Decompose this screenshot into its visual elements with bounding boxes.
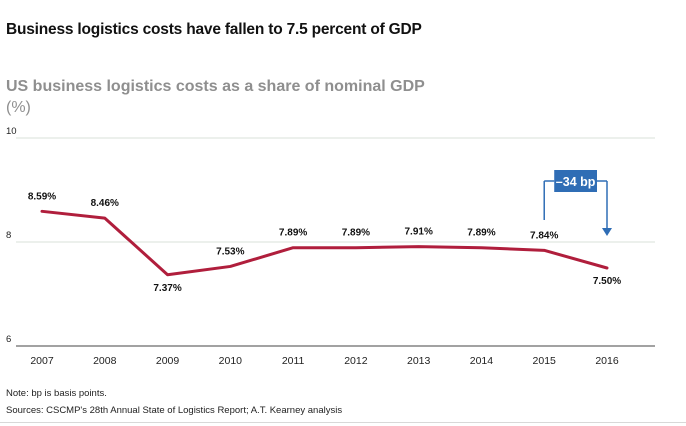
y-tick-label: 8	[6, 230, 11, 241]
y-tick-label: 10	[6, 126, 17, 137]
series-line-group	[40, 209, 609, 277]
chart-headline: Business logistics costs have fallen to …	[6, 21, 422, 38]
y-tick-label: 6	[6, 334, 11, 345]
line-chart: 6 8 10 2007 2008 2009 2010 2011 2012 2013 2014 201…	[6, 126, 655, 367]
data-label: 7.89%	[279, 228, 307, 239]
series-line	[40, 209, 609, 277]
data-label: 7.84%	[530, 230, 558, 241]
data-label: 7.37%	[153, 283, 181, 294]
annotation-arrowhead-icon	[602, 228, 612, 236]
annotation-text: –34 bp	[556, 175, 596, 189]
x-tick-label: 2010	[219, 355, 243, 367]
data-labels: 8.59% 8.46% 7.37% 7.53% 7.89% 7.89% 7.91% 7.89%…	[28, 191, 621, 293]
data-label: 7.50%	[593, 276, 621, 287]
x-tick-label: 2012	[344, 355, 368, 367]
y-tick-labels: 6 8 10	[6, 126, 17, 345]
annotation-box	[554, 170, 597, 192]
x-tick-label: 2007	[30, 355, 54, 367]
x-tick-label: 2016	[595, 355, 619, 367]
data-label: 8.46%	[91, 198, 119, 209]
x-tick-label: 2008	[93, 355, 117, 367]
chart-sources: Sources: CSCMP's 28th Annual State of Lo…	[6, 405, 343, 416]
data-label: 7.53%	[216, 246, 244, 257]
x-tick-label: 2015	[533, 355, 557, 367]
grid-lines	[16, 137, 655, 347]
data-label: 7.89%	[342, 228, 370, 239]
bottom-divider	[0, 422, 686, 423]
x-tick-label: 2014	[470, 355, 494, 367]
data-label: 7.89%	[467, 228, 495, 239]
change-annotation: –34 bp	[543, 170, 612, 236]
x-tick-label: 2011	[282, 355, 305, 367]
x-tick-label: 2013	[407, 355, 431, 367]
x-tick-labels: 2007 2008 2009 2010 2011 2012 2013 2014 2015 2016	[30, 355, 619, 367]
y-axis-unit-label: (%)	[6, 99, 31, 116]
data-label: 7.91%	[404, 227, 432, 238]
data-label: 8.59%	[28, 191, 56, 202]
x-tick-label: 2009	[156, 355, 180, 367]
chart-note: Note: bp is basis points.	[6, 388, 107, 399]
chart-title: US business logistics costs as a share o…	[6, 78, 425, 95]
